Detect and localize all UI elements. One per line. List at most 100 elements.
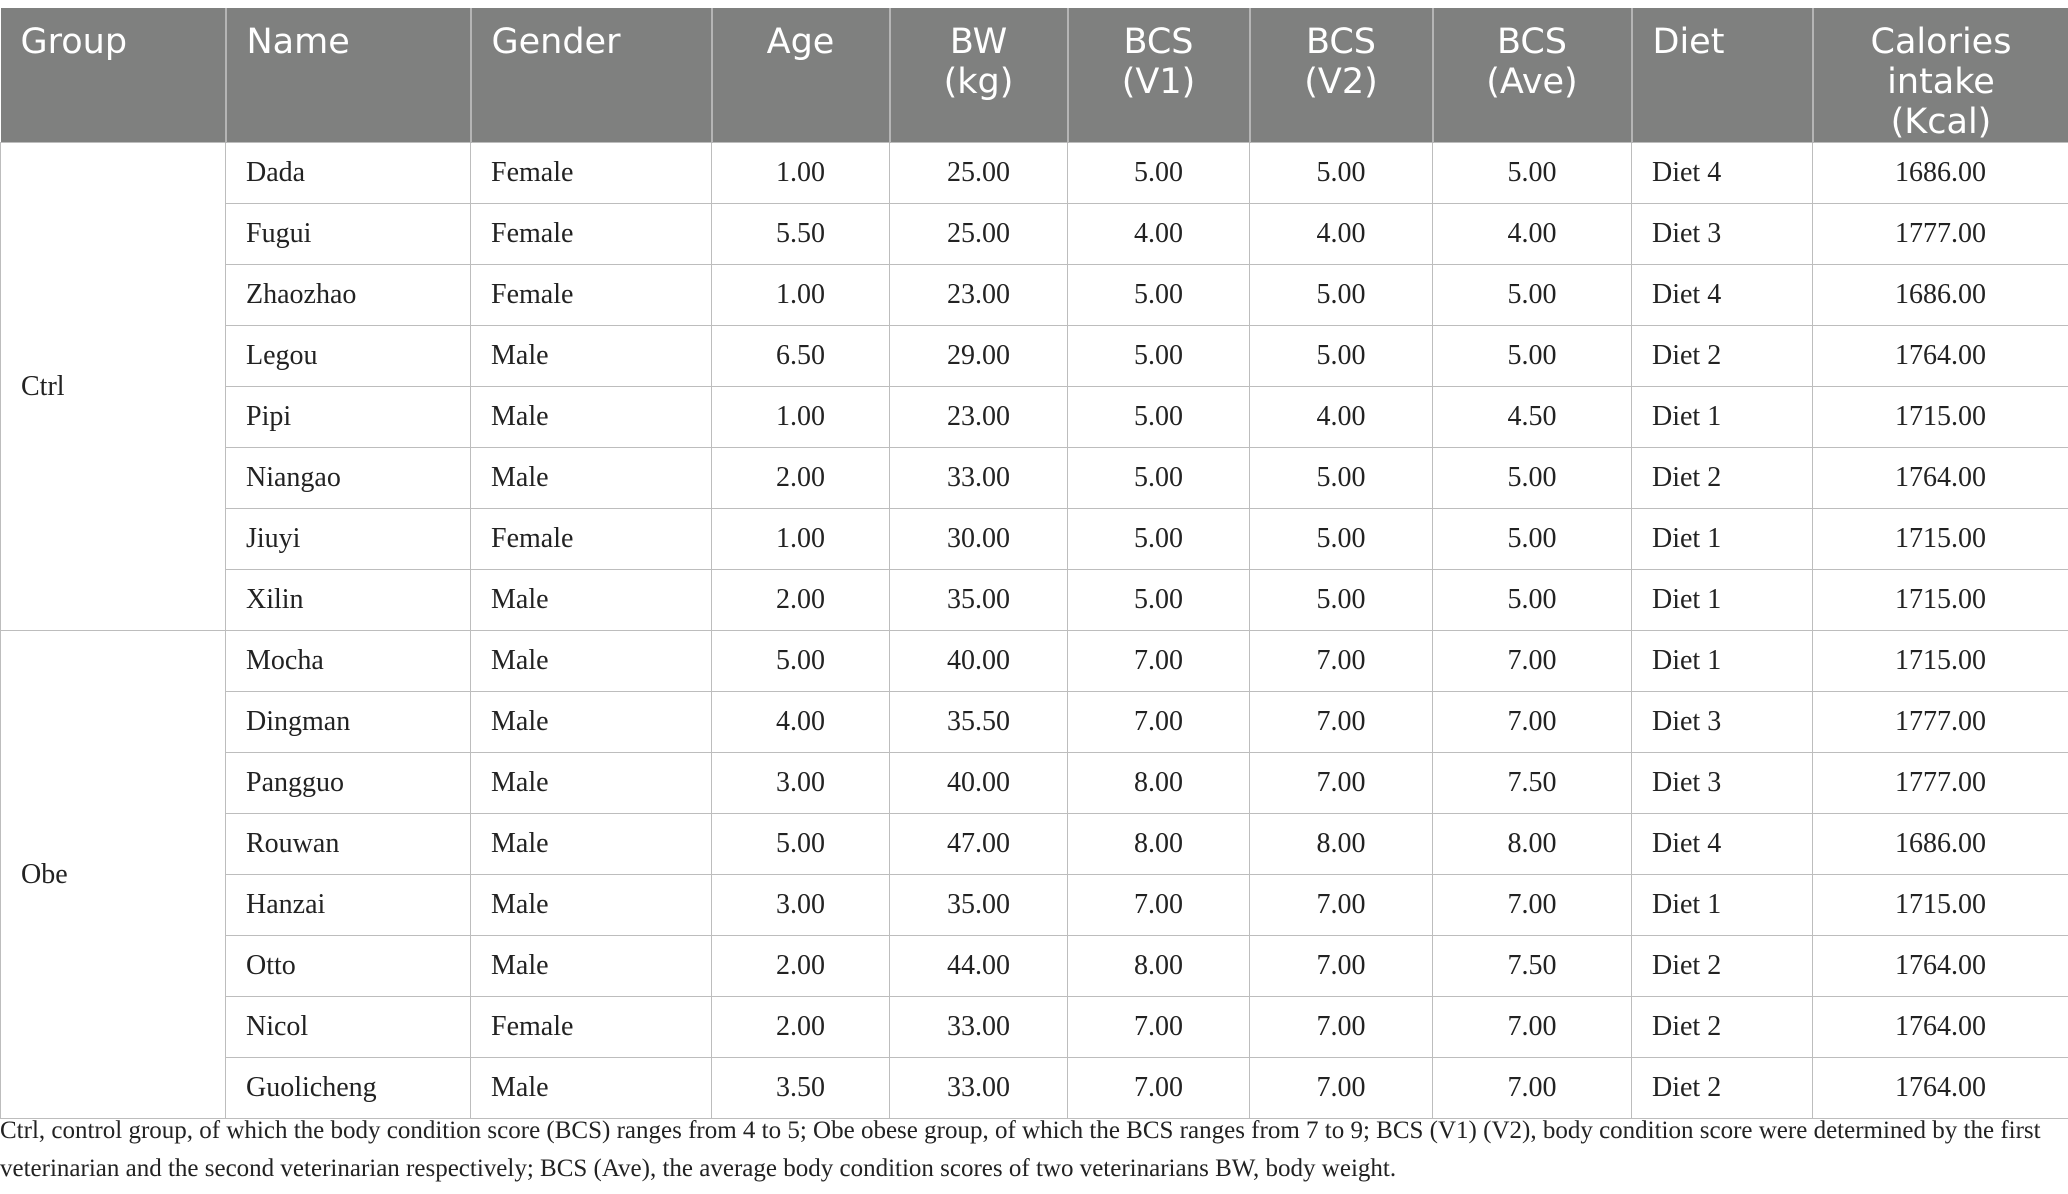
cell-bcs-v1: 5.00 [1067,386,1250,448]
cell-age: 5.00 [711,813,890,875]
cell-bcs-v1: 7.00 [1067,691,1250,753]
cell-bcs-v2: 7.00 [1249,996,1433,1058]
cell-name: Guolicheng [225,1057,471,1119]
table-row: Dingman Male 4.00 35.50 7.00 7.00 7.00 Diet 3 17… [1,691,2068,753]
cell-bcs-v2: 8.00 [1249,813,1433,875]
table-row: Guolicheng Male 3.50 33.00 7.00 7.00 7.00 Diet … [1,1057,2068,1119]
cell-bcs-v2: 5.00 [1249,508,1433,570]
cell-gender: Male [470,874,712,936]
cell-bcs-ave: 7.00 [1432,691,1632,753]
table-row: Xilin Male 2.00 35.00 5.00 5.00 5.00 Diet 1 1715… [1,569,2068,631]
header-name: Name [224,8,471,143]
header-age: Age [710,8,890,143]
cell-bcs-v1: 5.00 [1067,447,1250,509]
cell-bcs-ave: 4.00 [1432,203,1632,265]
cell-bcs-v2: 5.00 [1249,325,1433,387]
cell-calories: 1777.00 [1812,203,2068,265]
cell-age: 1.00 [711,508,890,570]
cell-bcs-ave: 5.00 [1432,569,1632,631]
cell-bcs-v2: 7.00 [1249,630,1433,692]
table-row: Jiuyi Female 1.00 30.00 5.00 5.00 5.00 Diet 1 17… [1,508,2068,570]
cell-bcs-v1: 5.00 [1067,569,1250,631]
header-diet: Diet [1630,8,1813,143]
cell-age: 3.50 [711,1057,890,1119]
cell-gender: Male [470,325,712,387]
header-bcs-v2: BCS (V2) [1248,8,1433,143]
cell-bw: 40.00 [889,630,1068,692]
header-group: Group [0,8,226,143]
cell-bcs-v1: 8.00 [1067,935,1250,997]
cell-bcs-ave: 7.50 [1432,935,1632,997]
group-label-cell: Obe [0,630,226,1119]
cell-name: Otto [225,935,471,997]
cell-bw: 47.00 [889,813,1068,875]
cell-gender: Male [470,935,712,997]
cell-age: 1.00 [711,386,890,448]
cell-bcs-v2: 7.00 [1249,1057,1433,1119]
cell-gender: Female [470,996,712,1058]
cell-calories: 1764.00 [1812,935,2068,997]
table-row: Pipi Male 1.00 23.00 5.00 4.00 4.50 Diet 1 1715.… [1,386,2068,448]
cell-bcs-ave: 5.00 [1432,447,1632,509]
header-bcs-ave: BCS (Ave) [1431,8,1632,143]
cell-bw: 40.00 [889,752,1068,814]
cell-age: 5.50 [711,203,890,265]
table-body: Ctrl Dada Female 1.00 25.00 5.00 5.00 5.00 Diet … [0,142,2068,1119]
cell-bcs-v2: 4.00 [1249,203,1433,265]
cell-bw: 33.00 [889,1057,1068,1119]
cell-gender: Male [470,752,712,814]
header-bw: BW (kg) [888,8,1068,143]
group-label-cell: Ctrl [0,142,226,631]
cell-bcs-v1: 4.00 [1067,203,1250,265]
cell-bcs-v1: 7.00 [1067,874,1250,936]
cell-bcs-v2: 7.00 [1249,691,1433,753]
cell-age: 2.00 [711,447,890,509]
cell-name: Niangao [225,447,471,509]
table-row: Pangguo Male 3.00 40.00 8.00 7.00 7.50 Diet 3 17… [1,752,2068,814]
cell-bcs-v2: 7.00 [1249,935,1433,997]
cell-bcs-ave: 5.00 [1432,142,1632,204]
cell-diet: Diet 2 [1631,325,1813,387]
cell-name: Fugui [225,203,471,265]
cell-calories: 1764.00 [1812,996,2068,1058]
cell-bcs-ave: 5.00 [1432,264,1632,326]
cell-age: 1.00 [711,142,890,204]
cell-diet: Diet 2 [1631,935,1813,997]
cell-bcs-v2: 4.00 [1249,386,1433,448]
cell-bw: 35.00 [889,874,1068,936]
cell-bcs-v2: 5.00 [1249,447,1433,509]
table-row: Rouwan Male 5.00 47.00 8.00 8.00 8.00 Diet 4 168… [1,813,2068,875]
cell-diet: Diet 2 [1631,447,1813,509]
cell-gender: Male [470,1057,712,1119]
cell-calories: 1686.00 [1812,264,2068,326]
cell-diet: Diet 1 [1631,386,1813,448]
data-table: Group Name Gender Age BW (kg) BCS (V1) BC… [0,8,2068,1119]
cell-bcs-ave: 7.00 [1432,1057,1632,1119]
cell-gender: Male [470,447,712,509]
cell-bcs-ave: 7.00 [1432,630,1632,692]
cell-bcs-v2: 7.00 [1249,752,1433,814]
cell-bcs-ave: 4.50 [1432,386,1632,448]
cell-bw: 23.00 [889,386,1068,448]
cell-bcs-v1: 8.00 [1067,813,1250,875]
table-row: Legou Male 6.50 29.00 5.00 5.00 5.00 Diet 2 1764… [1,325,2068,387]
cell-age: 6.50 [711,325,890,387]
cell-name: Jiuyi [225,508,471,570]
cell-gender: Female [470,203,712,265]
table-footnote: Ctrl, control group, of which the body c… [0,1117,2041,1182]
cell-bw: 25.00 [889,142,1068,204]
cell-diet: Diet 2 [1631,996,1813,1058]
table-row: Otto Male 2.00 44.00 8.00 7.00 7.50 Diet 2 1764.… [1,935,2068,997]
cell-bcs-ave: 5.00 [1432,508,1632,570]
cell-bcs-v2: 5.00 [1249,264,1433,326]
cell-gender: Male [470,813,712,875]
table-row: Nicol Female 2.00 33.00 7.00 7.00 7.00 Diet 2 17… [1,996,2068,1058]
cell-calories: 1715.00 [1812,630,2068,692]
cell-age: 3.00 [711,752,890,814]
cell-calories: 1777.00 [1812,752,2068,814]
cell-name: Legou [225,325,471,387]
cell-gender: Male [470,630,712,692]
cell-age: 2.00 [711,935,890,997]
cell-bcs-ave: 8.00 [1432,813,1632,875]
cell-diet: Diet 1 [1631,569,1813,631]
